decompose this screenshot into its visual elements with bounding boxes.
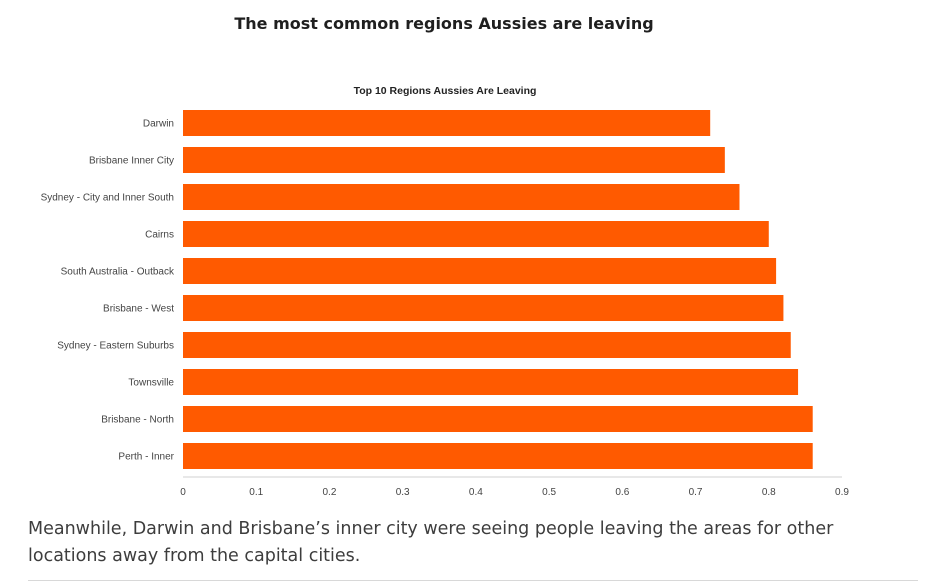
category-label-1: Brisbane Inner City bbox=[89, 156, 174, 167]
bar-9 bbox=[183, 443, 813, 469]
bars-layer bbox=[183, 110, 813, 469]
bar-3 bbox=[183, 221, 769, 247]
bar-0 bbox=[183, 110, 711, 136]
category-labels: Darwin Brisbane Inner City Sydney - City a… bbox=[41, 119, 175, 463]
category-label-2: Sydney - City and Inner South bbox=[41, 193, 174, 204]
bar-7 bbox=[183, 369, 799, 395]
x-axis-ticks: 0 0.1 0.2 0.3 0.4 0.5 0.6 0.7 0.8 0.9 bbox=[180, 487, 849, 498]
bar-chart: Top 10 Regions Aussies Are Leaving Darwi… bbox=[30, 70, 910, 502]
category-label-0: Darwin bbox=[143, 119, 174, 130]
chart-title: Top 10 Regions Aussies Are Leaving bbox=[354, 85, 537, 97]
bar-4 bbox=[183, 258, 777, 284]
x-tick-9: 0.9 bbox=[835, 487, 849, 498]
bar-8 bbox=[183, 406, 813, 432]
x-tick-7: 0.7 bbox=[689, 487, 703, 498]
x-tick-2: 0.2 bbox=[322, 487, 336, 498]
bar-1 bbox=[183, 147, 725, 173]
x-tick-0: 0 bbox=[180, 487, 186, 498]
x-tick-8: 0.8 bbox=[762, 487, 776, 498]
x-tick-6: 0.6 bbox=[615, 487, 629, 498]
category-label-6: Sydney - Eastern Suburbs bbox=[57, 341, 174, 352]
x-tick-1: 0.1 bbox=[249, 487, 263, 498]
category-label-7: Townsville bbox=[128, 378, 174, 389]
category-label-3: Cairns bbox=[145, 230, 174, 241]
article-heading: The most common regions Aussies are leav… bbox=[234, 14, 654, 33]
category-label-4: South Australia - Outback bbox=[61, 267, 175, 278]
divider bbox=[28, 580, 918, 581]
bar-6 bbox=[183, 332, 791, 358]
chart-svg: Top 10 Regions Aussies Are Leaving Darwi… bbox=[41, 85, 850, 498]
category-label-9: Perth - Inner bbox=[118, 452, 174, 463]
bar-2 bbox=[183, 184, 740, 210]
category-label-8: Brisbane - North bbox=[101, 415, 174, 426]
x-tick-3: 0.3 bbox=[396, 487, 410, 498]
article-caption: Meanwhile, Darwin and Brisbane’s inner c… bbox=[28, 519, 834, 566]
x-tick-5: 0.5 bbox=[542, 487, 556, 498]
x-tick-4: 0.4 bbox=[469, 487, 483, 498]
category-label-5: Brisbane - West bbox=[103, 304, 174, 315]
bar-5 bbox=[183, 295, 784, 321]
